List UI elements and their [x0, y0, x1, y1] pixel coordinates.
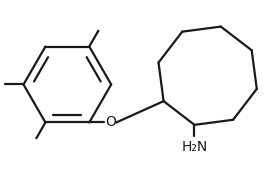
Text: H₂N: H₂N: [182, 140, 208, 154]
Text: O: O: [105, 115, 116, 130]
